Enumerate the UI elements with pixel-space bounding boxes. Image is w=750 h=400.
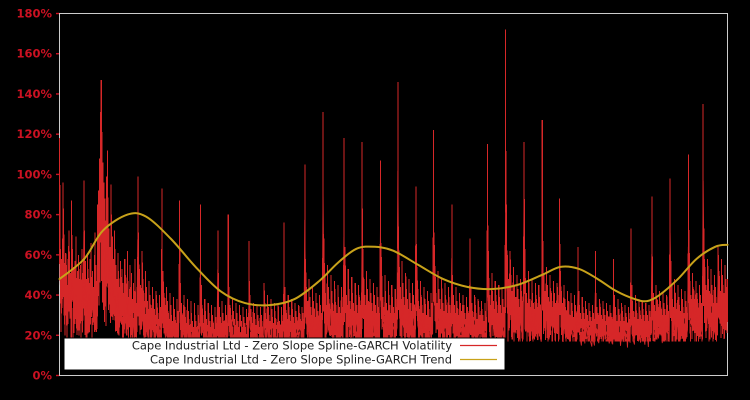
y-axis-tick-label: 60% (24, 248, 52, 262)
legend-label-trend: Cape Industrial Ltd - Zero Slope Spline-… (150, 353, 452, 367)
trend-series (58, 212, 729, 307)
y-axis-tick-label: 80% (24, 208, 52, 222)
y-axis-tick-label: 120% (16, 127, 52, 141)
y-axis-tick-label: 160% (16, 47, 52, 61)
y-axis-tick-label: 180% (16, 7, 52, 21)
volatility-series (58, 29, 729, 350)
y-axis-tick-marks (56, 12, 60, 377)
volatility-connector (59, 170, 728, 350)
chart-legend[interactable]: Cape Industrial Ltd - Zero Slope Spline-… (63, 337, 506, 371)
y-axis-tick-label: 40% (24, 288, 52, 302)
legend-label-volatility: Cape Industrial Ltd - Zero Slope Spline-… (132, 339, 452, 353)
legend-box (63, 337, 506, 371)
y-axis-tick-label: 0% (32, 369, 52, 383)
y-axis-tick-label: 20% (24, 328, 52, 342)
y-axis-tick-labels: 0% 20% 40% 60% 80% 100% 120% 140% 160% 180% (16, 7, 52, 383)
y-axis-tick-label: 100% (16, 167, 52, 181)
y-axis-tick-label: 140% (16, 87, 52, 101)
